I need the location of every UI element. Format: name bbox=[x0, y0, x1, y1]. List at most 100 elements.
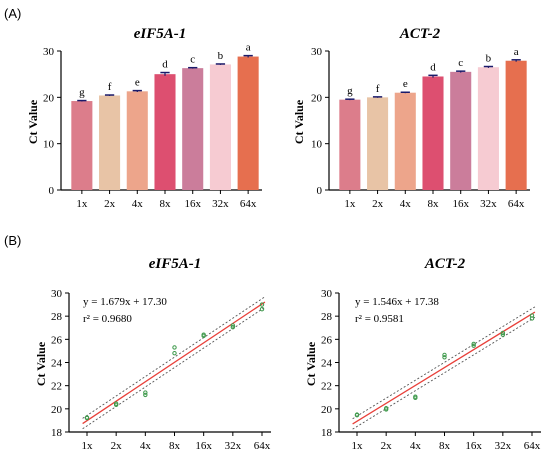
y-axis-label: Ct Value bbox=[292, 99, 306, 144]
significance-letter: c bbox=[190, 54, 195, 66]
x-tick-label: 4x bbox=[140, 440, 152, 452]
y-tick-label: 28 bbox=[51, 311, 63, 323]
data-point bbox=[471, 343, 476, 348]
data-point bbox=[413, 394, 418, 399]
significance-letter: g bbox=[79, 87, 85, 99]
data-point bbox=[201, 332, 206, 337]
chart-title: ACT-2 bbox=[424, 256, 466, 272]
y-tick-label: 24 bbox=[321, 358, 333, 370]
chart-title: ACT-2 bbox=[399, 26, 441, 42]
y-tick-label: 20 bbox=[311, 92, 323, 104]
r-squared: r² = 0.9581 bbox=[355, 313, 404, 325]
scatter-chart-act2: ACT-2 Ct Value y = 1.546x + 17.38 r² = 0… bbox=[304, 256, 541, 452]
fit-equation: y = 1.546x + 17.38 bbox=[355, 296, 439, 308]
x-tick-label: 16x bbox=[452, 198, 469, 210]
bar-64x bbox=[237, 56, 259, 191]
bar-16x bbox=[182, 68, 204, 190]
x-tick-label: 32x bbox=[212, 198, 229, 210]
x-tick-label: 2x bbox=[372, 198, 384, 210]
y-tick-label: 26 bbox=[321, 334, 333, 346]
y-tick-label: 22 bbox=[51, 381, 62, 393]
data-point bbox=[500, 330, 506, 336]
significance-letter: d bbox=[430, 61, 436, 73]
data-point bbox=[529, 316, 535, 321]
y-tick-label: 20 bbox=[51, 404, 63, 416]
x-tick-label: 2x bbox=[381, 440, 393, 452]
bar-8x bbox=[154, 74, 176, 190]
data-point bbox=[172, 345, 177, 350]
bar-1x bbox=[339, 99, 361, 190]
chart-title: eIF5A-1 bbox=[134, 26, 187, 42]
bar-32x bbox=[209, 64, 231, 190]
data-point bbox=[442, 355, 447, 360]
x-tick-label: 1x bbox=[352, 440, 364, 452]
y-tick-label: 0 bbox=[317, 185, 323, 197]
x-tick-label: 4x bbox=[410, 440, 422, 452]
y-axis-label: Ct Value bbox=[304, 341, 318, 386]
y-tick-label: 28 bbox=[321, 311, 333, 323]
data-point bbox=[113, 401, 119, 406]
y-tick-label: 24 bbox=[51, 358, 63, 370]
y-tick-label: 0 bbox=[49, 185, 55, 197]
x-tick-label: 8x bbox=[160, 198, 172, 210]
y-tick-label: 30 bbox=[51, 288, 63, 300]
y-tick-label: 18 bbox=[321, 427, 333, 439]
significance-letter: b bbox=[218, 50, 224, 62]
bar-2x bbox=[99, 95, 121, 190]
data-point bbox=[143, 392, 148, 398]
significance-letter: f bbox=[108, 81, 112, 93]
panel-label-a: (A) bbox=[4, 6, 21, 21]
x-tick-label: 8x bbox=[428, 198, 440, 210]
significance-letter: e bbox=[135, 77, 140, 89]
data-point bbox=[259, 302, 265, 307]
x-tick-label: 32x bbox=[225, 440, 242, 452]
y-tick-label: 18 bbox=[51, 427, 63, 439]
regression-line bbox=[352, 311, 536, 425]
ci-lower-line bbox=[82, 306, 266, 430]
x-tick-label: 16x bbox=[195, 440, 212, 452]
x-tick-label: 64x bbox=[240, 198, 257, 210]
significance-letter: c bbox=[458, 57, 463, 69]
significance-letter: g bbox=[347, 85, 353, 97]
x-tick-label: 32x bbox=[480, 198, 497, 210]
data-point bbox=[500, 332, 506, 337]
data-point bbox=[230, 323, 236, 328]
data-point bbox=[143, 390, 148, 395]
data-point bbox=[354, 412, 360, 417]
y-tick-label: 22 bbox=[321, 381, 332, 393]
bar-1x bbox=[71, 101, 93, 190]
x-tick-label: 64x bbox=[508, 198, 525, 210]
significance-letter: b bbox=[486, 53, 492, 65]
x-tick-label: 32x bbox=[495, 440, 512, 452]
x-tick-label: 16x bbox=[184, 198, 201, 210]
y-tick-label: 20 bbox=[43, 92, 55, 104]
x-tick-label: 2x bbox=[111, 440, 123, 452]
scatter-chart-eif5a1: eIF5A-1 Ct Value y = 1.679x + 17.30 r² =… bbox=[34, 256, 271, 452]
data-point bbox=[84, 415, 90, 420]
bar-2x bbox=[367, 97, 389, 190]
bar-32x bbox=[477, 67, 499, 190]
x-tick-label: 16x bbox=[465, 440, 482, 452]
data-point bbox=[383, 406, 389, 411]
significance-letter: a bbox=[246, 42, 251, 54]
y-tick-label: 10 bbox=[311, 139, 323, 151]
data-point bbox=[442, 352, 447, 358]
data-point bbox=[259, 307, 265, 312]
y-tick-label: 26 bbox=[51, 334, 63, 346]
y-axis-label: Ct Value bbox=[34, 341, 48, 386]
panel-label-b: (B) bbox=[4, 233, 21, 248]
data-point bbox=[471, 341, 476, 347]
bar-64x bbox=[505, 60, 527, 191]
y-tick-label: 10 bbox=[43, 139, 55, 151]
significance-letter: f bbox=[376, 83, 380, 95]
data-point bbox=[529, 313, 535, 318]
bar-4x bbox=[126, 91, 148, 190]
r-squared: r² = 0.9680 bbox=[83, 313, 132, 325]
data-point bbox=[172, 351, 177, 356]
x-tick-label: 8x bbox=[169, 440, 181, 452]
x-tick-label: 64x bbox=[254, 440, 271, 452]
ci-lower-line bbox=[352, 316, 536, 430]
significance-letter: a bbox=[514, 46, 519, 58]
significance-letter: d bbox=[162, 59, 168, 71]
